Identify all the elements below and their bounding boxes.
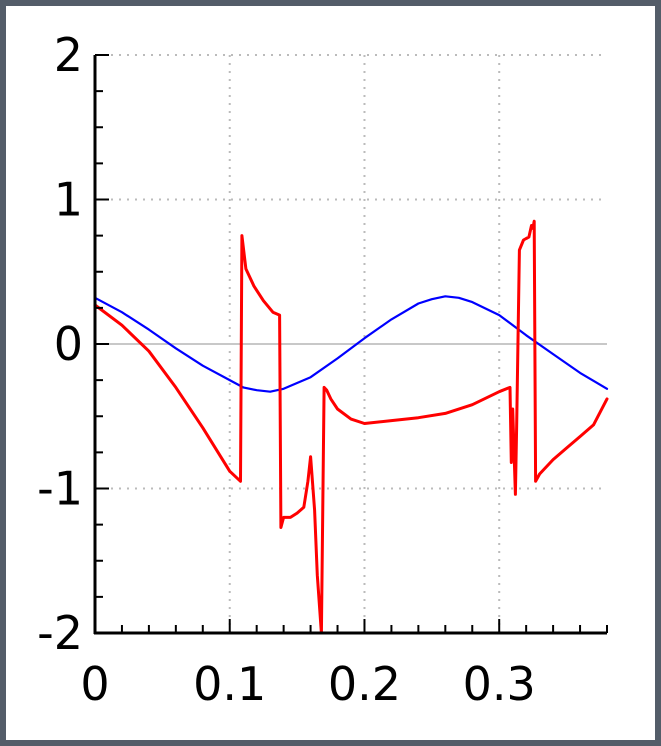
series-layer bbox=[93, 219, 609, 635]
chart-frame bbox=[6, 6, 655, 740]
y-tick-label: 2 bbox=[54, 28, 83, 82]
x-tick-label: 0.2 bbox=[328, 657, 401, 711]
y-tick-label: -1 bbox=[37, 462, 83, 516]
x-tick-label: 0.1 bbox=[193, 657, 266, 711]
series-1-line bbox=[93, 295, 609, 393]
tick-label-layer: -2 -1 0 1 2 0 0.1 0.2 0.3 bbox=[37, 28, 536, 711]
x-tick-label: 0 bbox=[80, 657, 109, 711]
y-tick-label: -2 bbox=[37, 606, 83, 660]
axis-layer bbox=[93, 54, 608, 635]
y-tick-label: 0 bbox=[54, 317, 83, 371]
y-tick-label: 1 bbox=[54, 173, 83, 227]
series-2-line bbox=[93, 219, 609, 635]
x-tick-label: 0.3 bbox=[463, 657, 536, 711]
